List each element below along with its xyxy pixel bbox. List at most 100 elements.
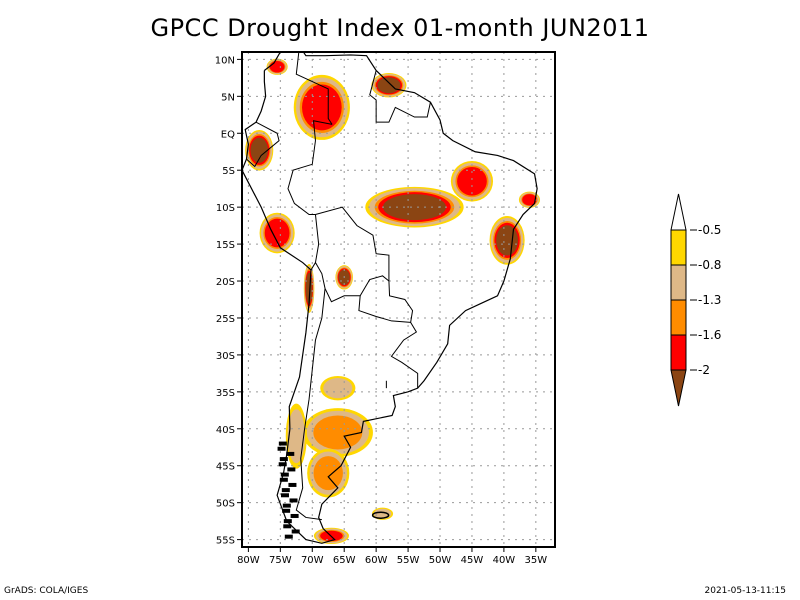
- plot-frame: [241, 51, 556, 548]
- drought-contour-fill: [302, 84, 342, 131]
- drought-anomaly: [371, 73, 407, 98]
- drought-anomaly: [302, 408, 373, 457]
- lat-tick-label: 45S: [216, 462, 235, 473]
- lon-tick-label: 65W: [333, 555, 356, 566]
- island-cluster: [279, 457, 288, 462]
- lat-tick-label: 5N: [221, 92, 235, 103]
- drought-anomaly: [245, 129, 274, 171]
- legend-bin: [670, 299, 687, 336]
- drought-contour-fill: [313, 415, 363, 450]
- island-cluster: [278, 441, 287, 446]
- country-border: [358, 295, 411, 323]
- island-cluster: [287, 467, 296, 472]
- lon-tick-label: 80W: [237, 555, 260, 566]
- country-border: [246, 121, 280, 168]
- drought-anomaly: [489, 216, 525, 265]
- color-legend: -0.5 -0.8 -1.3 -1.6 -2: [670, 193, 721, 407]
- island-cluster: [283, 519, 292, 524]
- drought-contour-fill: [457, 166, 487, 196]
- chile-archipelago: [277, 441, 300, 539]
- island-cluster: [282, 508, 291, 513]
- drought-contour-fill: [496, 225, 519, 256]
- longitude-axis: 80W 75W 70W 65W 60W 55W 50W 45W 40W 35W: [237, 547, 547, 566]
- lat-tick-label: 5S: [222, 166, 235, 177]
- gridlines: [242, 52, 555, 547]
- island-cluster: [284, 534, 293, 539]
- drought-anomaly: [259, 212, 295, 254]
- lat-tick-label: 15S: [216, 240, 235, 251]
- country-border: [314, 214, 390, 303]
- drought-contour-fill: [250, 137, 268, 163]
- island-cluster: [278, 462, 287, 467]
- island-cluster: [290, 513, 299, 518]
- lat-tick-label: 25S: [216, 314, 235, 325]
- lon-tick-label: 40W: [493, 555, 516, 566]
- lat-tick-label: 50S: [216, 499, 235, 510]
- lon-tick-label: 35W: [525, 555, 548, 566]
- lat-tick-label: EQ: [221, 129, 235, 140]
- drought-anomaly: [266, 58, 288, 75]
- legend-triangle-top: [670, 193, 687, 231]
- lon-tick-label: 45W: [461, 555, 484, 566]
- island-cluster: [289, 498, 298, 503]
- drought-fill-layer: [245, 58, 540, 545]
- drought-anomaly: [293, 74, 350, 140]
- legend-label: -0.8: [698, 258, 721, 272]
- lat-tick-label: 10S: [216, 203, 235, 214]
- country-border: [295, 52, 333, 125]
- drought-contour-fill: [264, 218, 290, 248]
- lon-tick-label: 70W: [301, 555, 324, 566]
- legend-label: -1.3: [698, 293, 721, 307]
- drought-anomaly: [307, 448, 350, 498]
- legend-bin: [670, 264, 687, 301]
- timestamp: 2021-05-13-11:15: [704, 586, 787, 596]
- legend-label: -2: [698, 363, 710, 377]
- island-cluster: [286, 451, 295, 456]
- island-cluster: [277, 446, 286, 451]
- drought-anomaly: [320, 375, 356, 401]
- drought-contour-fill: [382, 194, 447, 221]
- country-border: [295, 288, 326, 521]
- country-border: [310, 262, 316, 271]
- lat-tick-label: 20S: [216, 277, 235, 288]
- drought-contour-fill: [323, 378, 353, 399]
- drought-anomaly: [365, 186, 464, 228]
- lon-tick-label: 60W: [365, 555, 388, 566]
- drought-contour-fill: [313, 456, 343, 491]
- island-cluster: [280, 472, 289, 477]
- lat-tick-label: 10N: [215, 55, 235, 66]
- lon-tick-label: 75W: [269, 555, 292, 566]
- legend-label: -0.5: [698, 223, 721, 237]
- falkland-islands: [371, 511, 390, 519]
- drought-contour-fill: [522, 194, 537, 206]
- grads-credit: GrADS: COLA/IGES: [4, 586, 89, 596]
- drought-contour-fill: [377, 77, 401, 94]
- island-cluster: [288, 482, 297, 487]
- legend-label: -1.6: [698, 328, 721, 342]
- country-border: [315, 206, 419, 389]
- island-cluster: [282, 503, 291, 508]
- country-border: [287, 120, 333, 216]
- island-cluster: [280, 493, 289, 498]
- drought-contour-fill: [269, 61, 285, 73]
- legend-triangle-bottom: [670, 369, 687, 407]
- island-cluster: [283, 524, 292, 529]
- lon-tick-label: 50W: [429, 555, 452, 566]
- drought-anomaly: [450, 160, 494, 202]
- lon-tick-label: 55W: [397, 555, 420, 566]
- lat-tick-label: 40S: [216, 425, 235, 436]
- lat-tick-label: 35S: [216, 388, 235, 399]
- drought-contour-fill: [287, 409, 306, 464]
- latitude-axis: 10N 5N EQ 5S 10S 15S 20S 25S 30S 35S 40S 45S 50S 55S: [215, 55, 242, 547]
- legend-bin: [670, 334, 687, 371]
- continent-coastline: [242, 52, 538, 544]
- island-cluster: [291, 529, 300, 534]
- country-border: [369, 70, 431, 123]
- lat-tick-label: 30S: [216, 351, 235, 362]
- island-cluster: [279, 477, 288, 482]
- legend-bin: [670, 229, 687, 266]
- lat-tick-label: 55S: [216, 536, 235, 547]
- drought-anomaly: [518, 191, 540, 208]
- coastline-layer: [242, 52, 538, 544]
